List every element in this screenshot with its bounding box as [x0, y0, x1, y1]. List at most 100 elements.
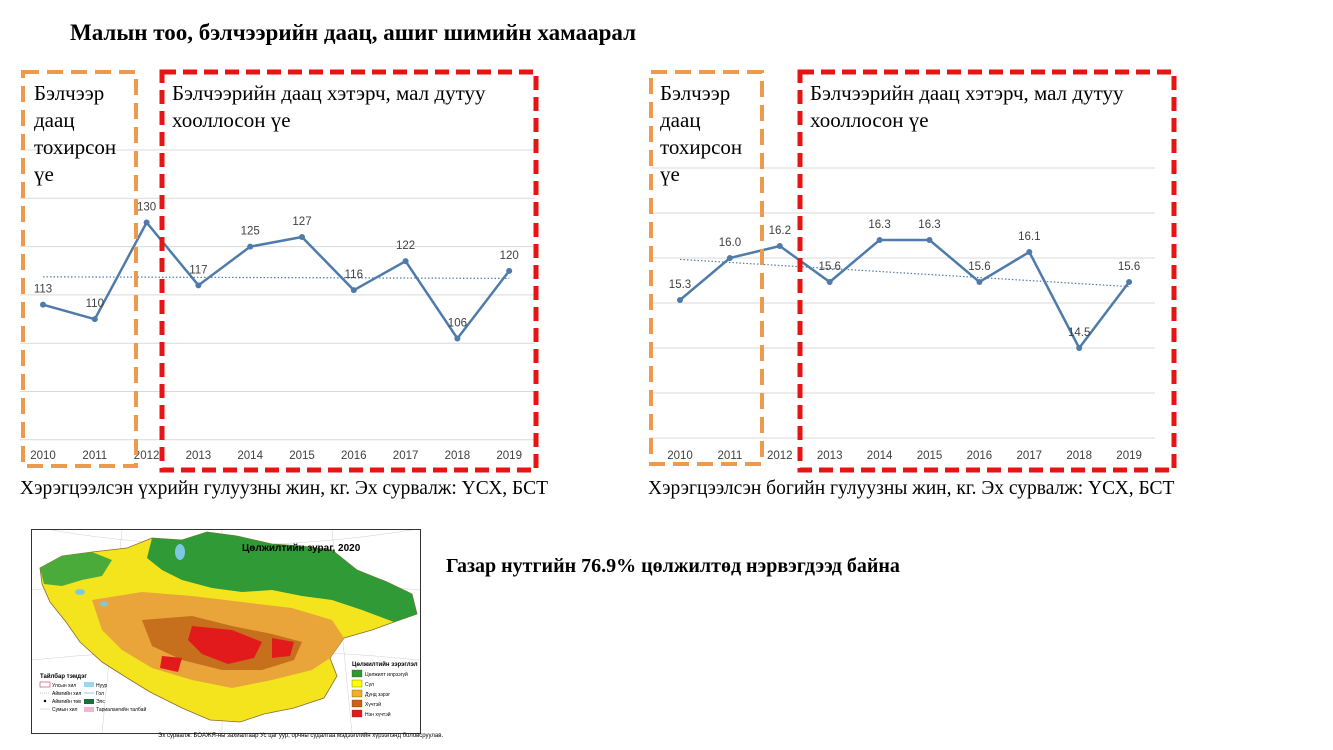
desertification-note: Газар нутгийн 76.9% цөлжилтөд нэрвэгдээд…: [446, 555, 900, 577]
data-point: [976, 279, 983, 285]
x-tick-label: 2015: [289, 450, 315, 462]
data-point: [195, 282, 202, 289]
x-tick-label: 2012: [767, 450, 793, 462]
x-tick-label: 2010: [30, 450, 56, 462]
x-tick-label: 2018: [445, 450, 471, 462]
map-legend-left-item: Гол: [96, 691, 104, 697]
phase-2-label: Бэлчээрийн даац хэтэрч, мал дутуу хоолло…: [810, 80, 1124, 134]
data-label: 15.3: [669, 279, 691, 291]
data-label: 122: [396, 240, 415, 252]
data-label: 127: [292, 216, 311, 228]
phase-2-label-line: Бэлчээрийн даац хэтэрч, мал дутуу: [172, 81, 486, 105]
map-legend-left-item: Элс: [96, 699, 105, 705]
data-label: 130: [137, 202, 156, 214]
map-source: Эх сурвалж: БОАЖЯ-ны захиалгаар Ус цаг у…: [158, 733, 444, 739]
map-title: Цөлжилтийн зураг, 2020: [242, 543, 361, 554]
phase-1-label-line: даац: [34, 108, 75, 132]
data-point: [299, 234, 305, 240]
data-label: 15.6: [1118, 261, 1140, 273]
data-point: [826, 279, 833, 285]
map-graphic: Цөлжилтийн зэрэглэл Цөлжилт илрээгүй Сул…: [32, 530, 420, 733]
data-label: 16.3: [868, 219, 890, 231]
data-point: [677, 297, 683, 303]
map-legend-left-title: Тайлбар тэмдэг: [40, 673, 87, 680]
page-title: Малын тоо, бэлчээрийн даац, ашиг шимийн …: [70, 20, 637, 45]
x-tick-label: 2019: [1116, 450, 1142, 462]
map-legend-left-item: Аймгийн төв: [52, 698, 81, 705]
data-label: 125: [241, 226, 260, 238]
phase-1-label-line: тохирсон: [34, 135, 117, 159]
data-label: 16.0: [719, 237, 741, 249]
map-legend-right-item: Дунд зэрэг: [365, 692, 390, 698]
x-tick-label: 2015: [917, 450, 943, 462]
x-tick-label: 2011: [82, 450, 107, 462]
trendline: [42, 276, 510, 279]
series-line: [679, 238, 1131, 351]
map-legend-left-item: Улсын хил: [52, 683, 76, 689]
data-point: [1126, 279, 1133, 285]
map-legend-right-item: Нэн хүчтэй: [365, 711, 391, 718]
data-point: [1026, 249, 1033, 255]
data-point: [454, 335, 461, 342]
x-tick-label: 2019: [496, 450, 522, 462]
phase-1-label: Бэлчээр даац тохирсон үе: [34, 80, 116, 188]
data-point: [876, 237, 883, 243]
phase-2-label-line: хооллосон үе: [172, 108, 291, 132]
x-tick-label: 2017: [1017, 450, 1043, 462]
desertification-map: Цөлжилтийн зэрэглэл Цөлжилт илрээгүй Сул…: [31, 529, 421, 734]
phase-1-label-line: даац: [660, 108, 701, 132]
x-tick-label: 2017: [393, 450, 419, 462]
data-label: 16.2: [769, 225, 791, 237]
x-tick-label: 2016: [967, 450, 993, 462]
data-point: [350, 287, 357, 294]
goat-carcass-weight-chart: 15.3 16.0 16.2 15.6 16.3 16.3 15.6 16.1 14.5 15.6…: [649, 69, 1177, 473]
x-tick-label: 2010: [667, 450, 693, 462]
x-tick-label: 2011: [718, 450, 743, 462]
x-tick-label: 2013: [817, 450, 843, 462]
data-point: [40, 301, 46, 308]
series-line: [42, 220, 511, 341]
data-point: [402, 258, 409, 265]
data-label: 15.6: [819, 261, 841, 273]
x-tick-label: 2018: [1066, 450, 1092, 462]
phase-2-label: Бэлчээрийн даац хэтэрч, мал дутуу хоолло…: [172, 80, 486, 134]
phase-1-label: Бэлчээр даац тохирсон үе: [660, 80, 742, 188]
x-tick-label: 2013: [186, 450, 212, 462]
chart-caption: Хэрэгцээлсэн үхрийн гулуузны жин, кг. Эх…: [20, 478, 549, 499]
data-point: [1076, 345, 1083, 351]
phase-1-label-line: үе: [660, 162, 680, 186]
data-point: [726, 255, 733, 261]
chart-caption: Хэрэгцээлсэн богийн гулуузны жин, кг. Эх…: [648, 478, 1175, 499]
data-point: [143, 219, 150, 226]
phase-2-label-line: Бэлчээрийн даац хэтэрч, мал дутуу: [810, 81, 1124, 105]
data-label: 16.3: [918, 219, 940, 231]
phase-1-label-line: үе: [34, 162, 54, 186]
data-label: 110: [86, 298, 104, 310]
phase-1-label-line: тохирсон: [660, 135, 743, 159]
data-point: [247, 243, 254, 250]
map-legend-right-item: Сул: [365, 682, 374, 688]
data-point: [926, 237, 933, 243]
data-label: 117: [189, 264, 207, 276]
phase-1-label-line: Бэлчээр: [660, 81, 731, 105]
data-label: 16.1: [1018, 231, 1040, 243]
phase-1-label-line: Бэлчээр: [34, 81, 105, 105]
map-legend-left-item: Аймгийн хил: [52, 690, 81, 697]
data-label: 15.6: [968, 261, 990, 273]
phase-2-box: [159, 69, 539, 473]
map-legend-right-item: Хүчтэй: [365, 701, 381, 708]
x-tick-label: 2016: [341, 450, 367, 462]
data-label: 120: [500, 250, 519, 262]
x-tick-label: 2012: [134, 450, 160, 462]
x-tick-label: 2014: [867, 450, 893, 462]
cattle-carcass-weight-chart: 113 110 130 117 125 127 116 122 106 120 2010 2011 20…: [20, 69, 539, 473]
map-legend-left-item: Нуур: [96, 683, 108, 689]
data-label: 14.5: [1068, 327, 1090, 339]
data-label: 106: [448, 318, 467, 330]
map-legend-right-item: Цөлжилт илрээгүй: [365, 671, 408, 678]
map-legend-left-item: Тариалангийн талбай: [96, 706, 146, 713]
map-legend-right-title: Цөлжилтийн зэрэглэл: [352, 661, 418, 668]
x-tick-label: 2014: [237, 450, 263, 462]
trendline: [679, 258, 1130, 288]
map-legend-left-item: Сумын хил: [52, 707, 78, 713]
